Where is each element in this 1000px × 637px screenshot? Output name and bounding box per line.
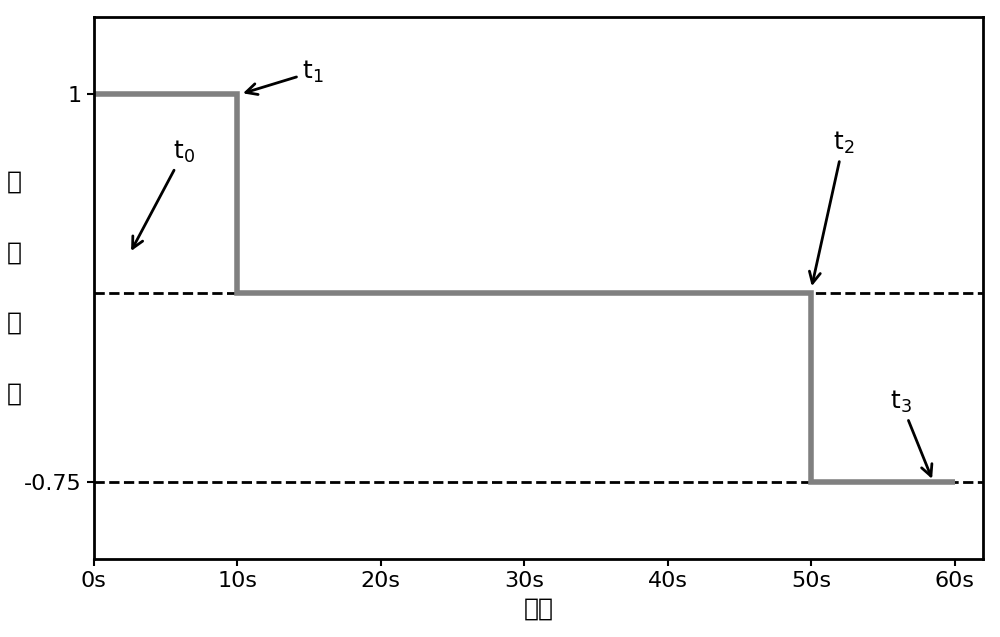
Text: 电: 电 [6, 311, 21, 335]
Text: 相: 相 [6, 170, 21, 194]
Text: t$_1$: t$_1$ [246, 59, 323, 94]
Text: t$_0$: t$_0$ [133, 139, 195, 248]
X-axis label: 时间: 时间 [524, 596, 554, 620]
Text: 对: 对 [6, 241, 21, 264]
Text: t$_3$: t$_3$ [890, 389, 932, 476]
Text: 流: 流 [6, 382, 21, 406]
Text: t$_2$: t$_2$ [809, 130, 854, 283]
